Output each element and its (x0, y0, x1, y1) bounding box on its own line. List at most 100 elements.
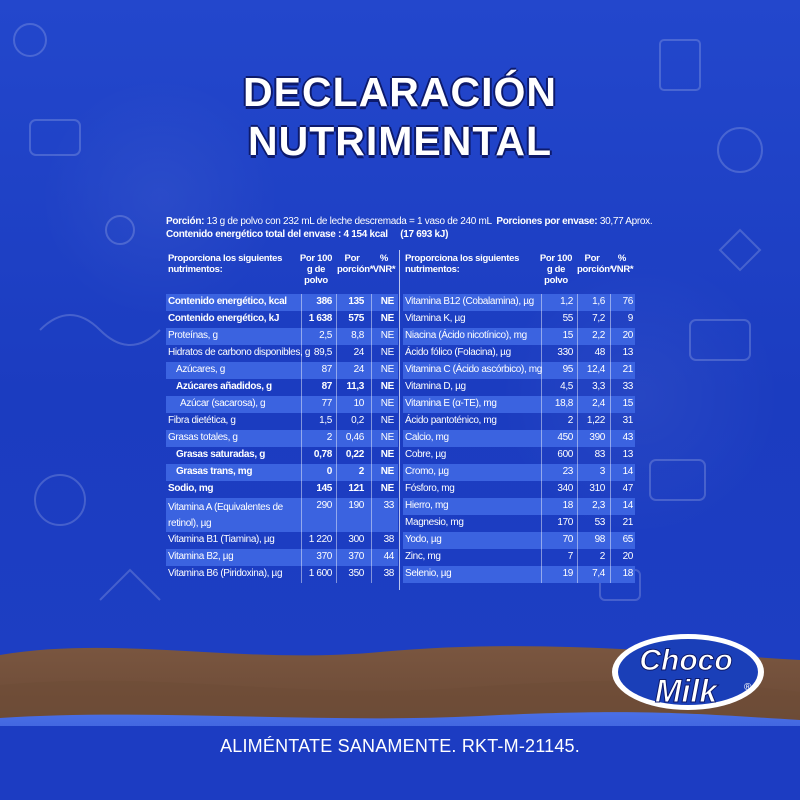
value-portion: 2 (358, 466, 365, 477)
column-separator (610, 396, 611, 413)
value-per100: 2 (326, 432, 333, 443)
header-nutrients: Proporciona los siguientes nutrimentos: (168, 253, 283, 275)
value-per100: 1,5 (319, 415, 332, 426)
value-portion: 2,4 (592, 398, 605, 409)
column-separator (301, 498, 302, 532)
column-separator (336, 362, 337, 379)
column-separator (336, 464, 337, 481)
value-portion: 10 (353, 398, 365, 409)
column-separator (371, 345, 372, 362)
value-per100: 55 (562, 313, 574, 324)
value-portion: 121 (348, 483, 364, 494)
column-separator (371, 413, 372, 430)
nutrient-name: Cobre, µg (405, 449, 446, 460)
value-portion: 1,6 (592, 296, 605, 307)
table-row: Ácido fólico (Folacina), µg 330 48 13 (403, 345, 635, 362)
nutrient-name: Vitamina B1 (Tiamina), µg (168, 534, 275, 545)
value-per100: 0,78 (313, 449, 332, 460)
nutrient-name: Contenido energético, kJ (168, 313, 280, 324)
table-row: Azúcares añadidos, g 87 11,3 NE (166, 379, 398, 396)
value-portion: 310 (589, 483, 605, 494)
value-per100: 2 (567, 415, 574, 426)
value-per100: 2,5 (319, 330, 332, 341)
value-per100: 340 (557, 483, 573, 494)
column-separator (371, 549, 372, 566)
column-separator (610, 549, 611, 566)
chocomilk-logo: Choco Milk ® (612, 634, 764, 710)
column-separator (610, 379, 611, 396)
column-separator (577, 464, 578, 481)
value-vnr: 21 (622, 364, 634, 375)
column-separator (371, 566, 372, 583)
column-separator (336, 498, 337, 532)
column-separator (610, 430, 611, 447)
column-separator (541, 430, 542, 447)
column-separator (541, 362, 542, 379)
portion-label: Porción: (166, 216, 205, 227)
value-vnr: NE (380, 432, 395, 443)
title-line1: DECLARACIÓN (243, 69, 557, 115)
column-separator (371, 396, 372, 413)
value-per100: 7 (567, 551, 574, 562)
column-separator (336, 413, 337, 430)
nutrient-name: Azúcares, g (176, 364, 225, 375)
value-vnr: 13 (622, 347, 634, 358)
header-vnr: % VNR* (610, 253, 634, 275)
nutrient-name: Ácido fólico (Folacina), µg (405, 347, 511, 358)
table-row: Vitamina B12 (Cobalamina), µg 1,2 1,6 76 (403, 294, 635, 311)
column-separator (336, 481, 337, 498)
value-vnr: 33 (383, 500, 395, 511)
value-vnr: NE (380, 398, 395, 409)
column-separator (577, 430, 578, 447)
column-separator (541, 396, 542, 413)
column-separator (577, 413, 578, 430)
value-portion: 24 (353, 347, 365, 358)
value-portion: 8,8 (351, 330, 364, 341)
nutrient-name: Azúcar (sacarosa), g (180, 398, 266, 409)
nutrient-name: Sodio, mg (168, 483, 214, 494)
column-separator (541, 532, 542, 549)
value-portion: 98 (594, 534, 606, 545)
column-separator (541, 481, 542, 498)
value-per100: 1 600 (308, 568, 333, 579)
value-portion: 300 (348, 534, 364, 545)
column-separator (577, 379, 578, 396)
value-vnr: 38 (383, 568, 395, 579)
value-portion: 0,2 (351, 415, 364, 426)
table-row: Magnesio, mg 170 53 21 (403, 515, 635, 532)
column-separator (371, 328, 372, 345)
nutrition-table-right: Proporciona los siguientes nutrimentos: … (403, 243, 635, 591)
value-vnr: 15 (622, 398, 634, 409)
header-vnr: % VNR* (372, 253, 396, 275)
value-portion: 575 (348, 313, 364, 324)
nutrient-name: Vitamina E (α-TE), mg (405, 398, 497, 409)
table-row: Yodo, µg 70 98 65 (403, 532, 635, 549)
value-vnr: 47 (622, 483, 634, 494)
value-per100: 89,5 (313, 347, 332, 358)
value-per100: 1,2 (560, 296, 573, 307)
column-separator (336, 311, 337, 328)
column-separator (336, 549, 337, 566)
table-row: Vitamina B2, µg 370 370 44 (166, 549, 398, 566)
column-separator (336, 447, 337, 464)
value-per100: 87 (321, 381, 333, 392)
value-portion: 1,22 (586, 415, 605, 426)
table-row: Zinc, mg 7 2 20 (403, 549, 635, 566)
value-portion: 7,4 (592, 568, 605, 579)
nutrient-name: Yodo, µg (405, 534, 442, 545)
value-per100: 70 (562, 534, 574, 545)
nutrient-name: Ácido pantoténico, mg (405, 415, 497, 426)
table-row: Ácido pantoténico, mg 2 1,22 31 (403, 413, 635, 430)
nutrient-name: Hidratos de carbono disponibles, g (168, 347, 311, 358)
column-divider (399, 250, 400, 590)
column-separator (577, 362, 578, 379)
value-per100: 290 (316, 500, 332, 511)
column-separator (541, 345, 542, 362)
nutrient-name: Vitamina D, µg (405, 381, 466, 392)
table-row: Vitamina E (α-TE), mg 18,8 2,4 15 (403, 396, 635, 413)
table-row: Vitamina A (Equivalentes de retinol), µg… (166, 498, 398, 532)
value-vnr: NE (380, 330, 395, 341)
column-separator (301, 328, 302, 345)
nutrient-name: Azúcares añadidos, g (176, 381, 272, 392)
rows-right: Vitamina B12 (Cobalamina), µg 1,2 1,6 76 Vit… (403, 294, 635, 583)
